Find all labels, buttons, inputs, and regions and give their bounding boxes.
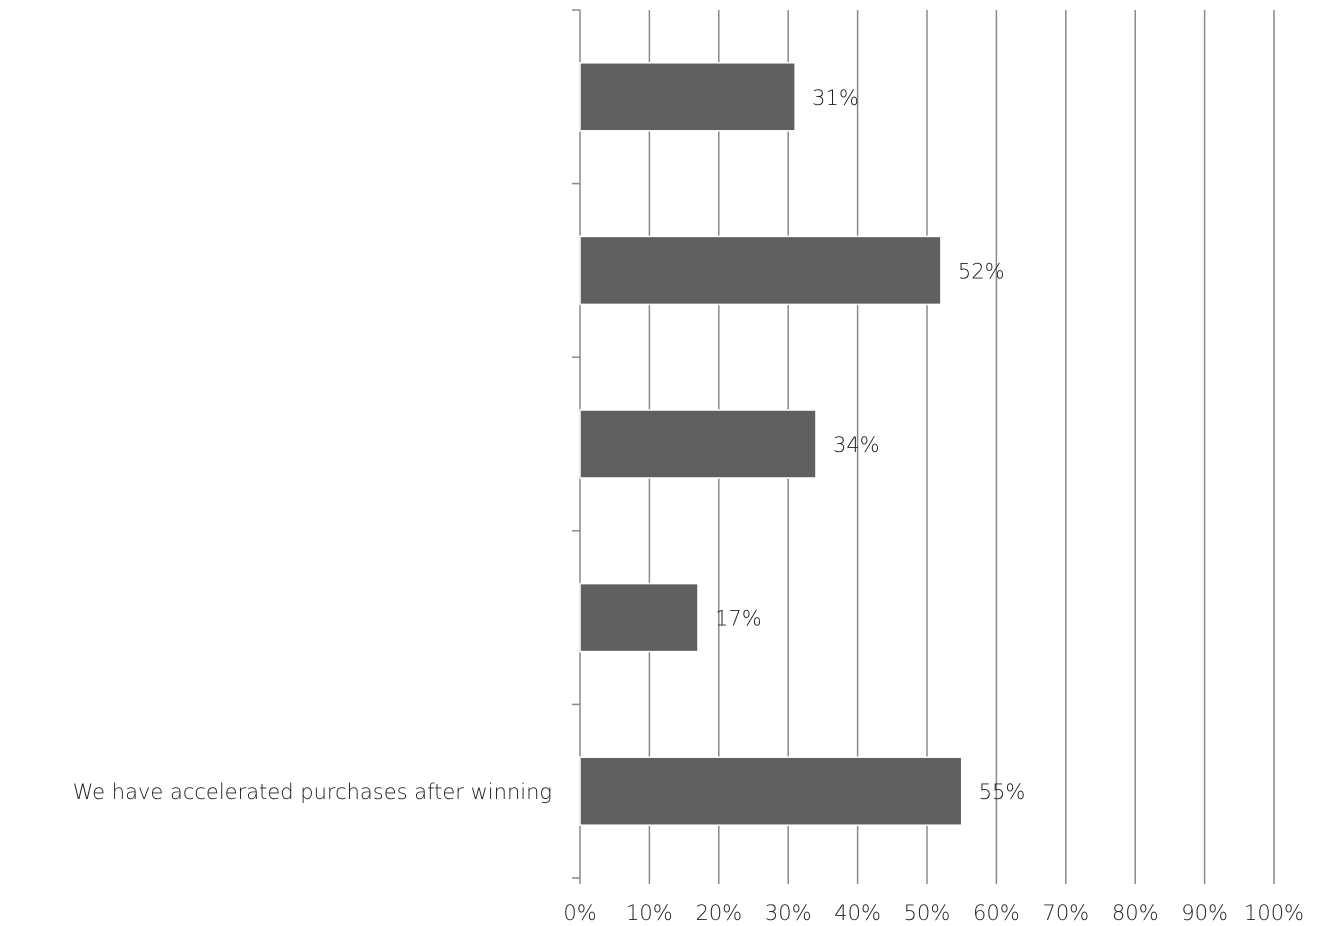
x-tick-label-10: 10% (626, 901, 673, 925)
category-label-5: We have accelerated purchases after winn… (73, 780, 552, 804)
x-tick-labels: 0% 10% 20% 30% 40% 50% 60% 70% 80% 90% 100% (563, 901, 1304, 925)
bar-3 (579, 409, 817, 479)
bar-2 (579, 235, 942, 306)
data-label-1: 31% (812, 86, 859, 110)
data-label-3: 34% (833, 433, 880, 457)
x-tick-label-70: 70% (1042, 901, 1089, 925)
x-tick-label-80: 80% (1112, 901, 1159, 925)
data-label-2: 52% (958, 259, 1005, 283)
data-labels: 31% 52% 34% 17% 55% (715, 86, 1025, 804)
x-tick-label-60: 60% (973, 901, 1020, 925)
bar-4 (579, 582, 699, 653)
x-tick-label-90: 90% (1181, 901, 1228, 925)
x-tick-label-50: 50% (904, 901, 951, 925)
x-tick-label-0: 0% (563, 901, 596, 925)
bars (579, 62, 963, 826)
gridlines (648, 10, 1275, 878)
x-tick-label-40: 40% (834, 901, 881, 925)
x-tick-label-100: 100% (1244, 901, 1304, 925)
data-label-4: 17% (715, 607, 762, 631)
bar-5 (579, 756, 963, 826)
x-tick-label-30: 30% (765, 901, 812, 925)
bar-1 (579, 62, 796, 132)
x-tick-label-20: 20% (695, 901, 742, 925)
data-label-5: 55% (979, 780, 1026, 804)
category-labels: We have accelerated purchases after winn… (73, 780, 552, 804)
